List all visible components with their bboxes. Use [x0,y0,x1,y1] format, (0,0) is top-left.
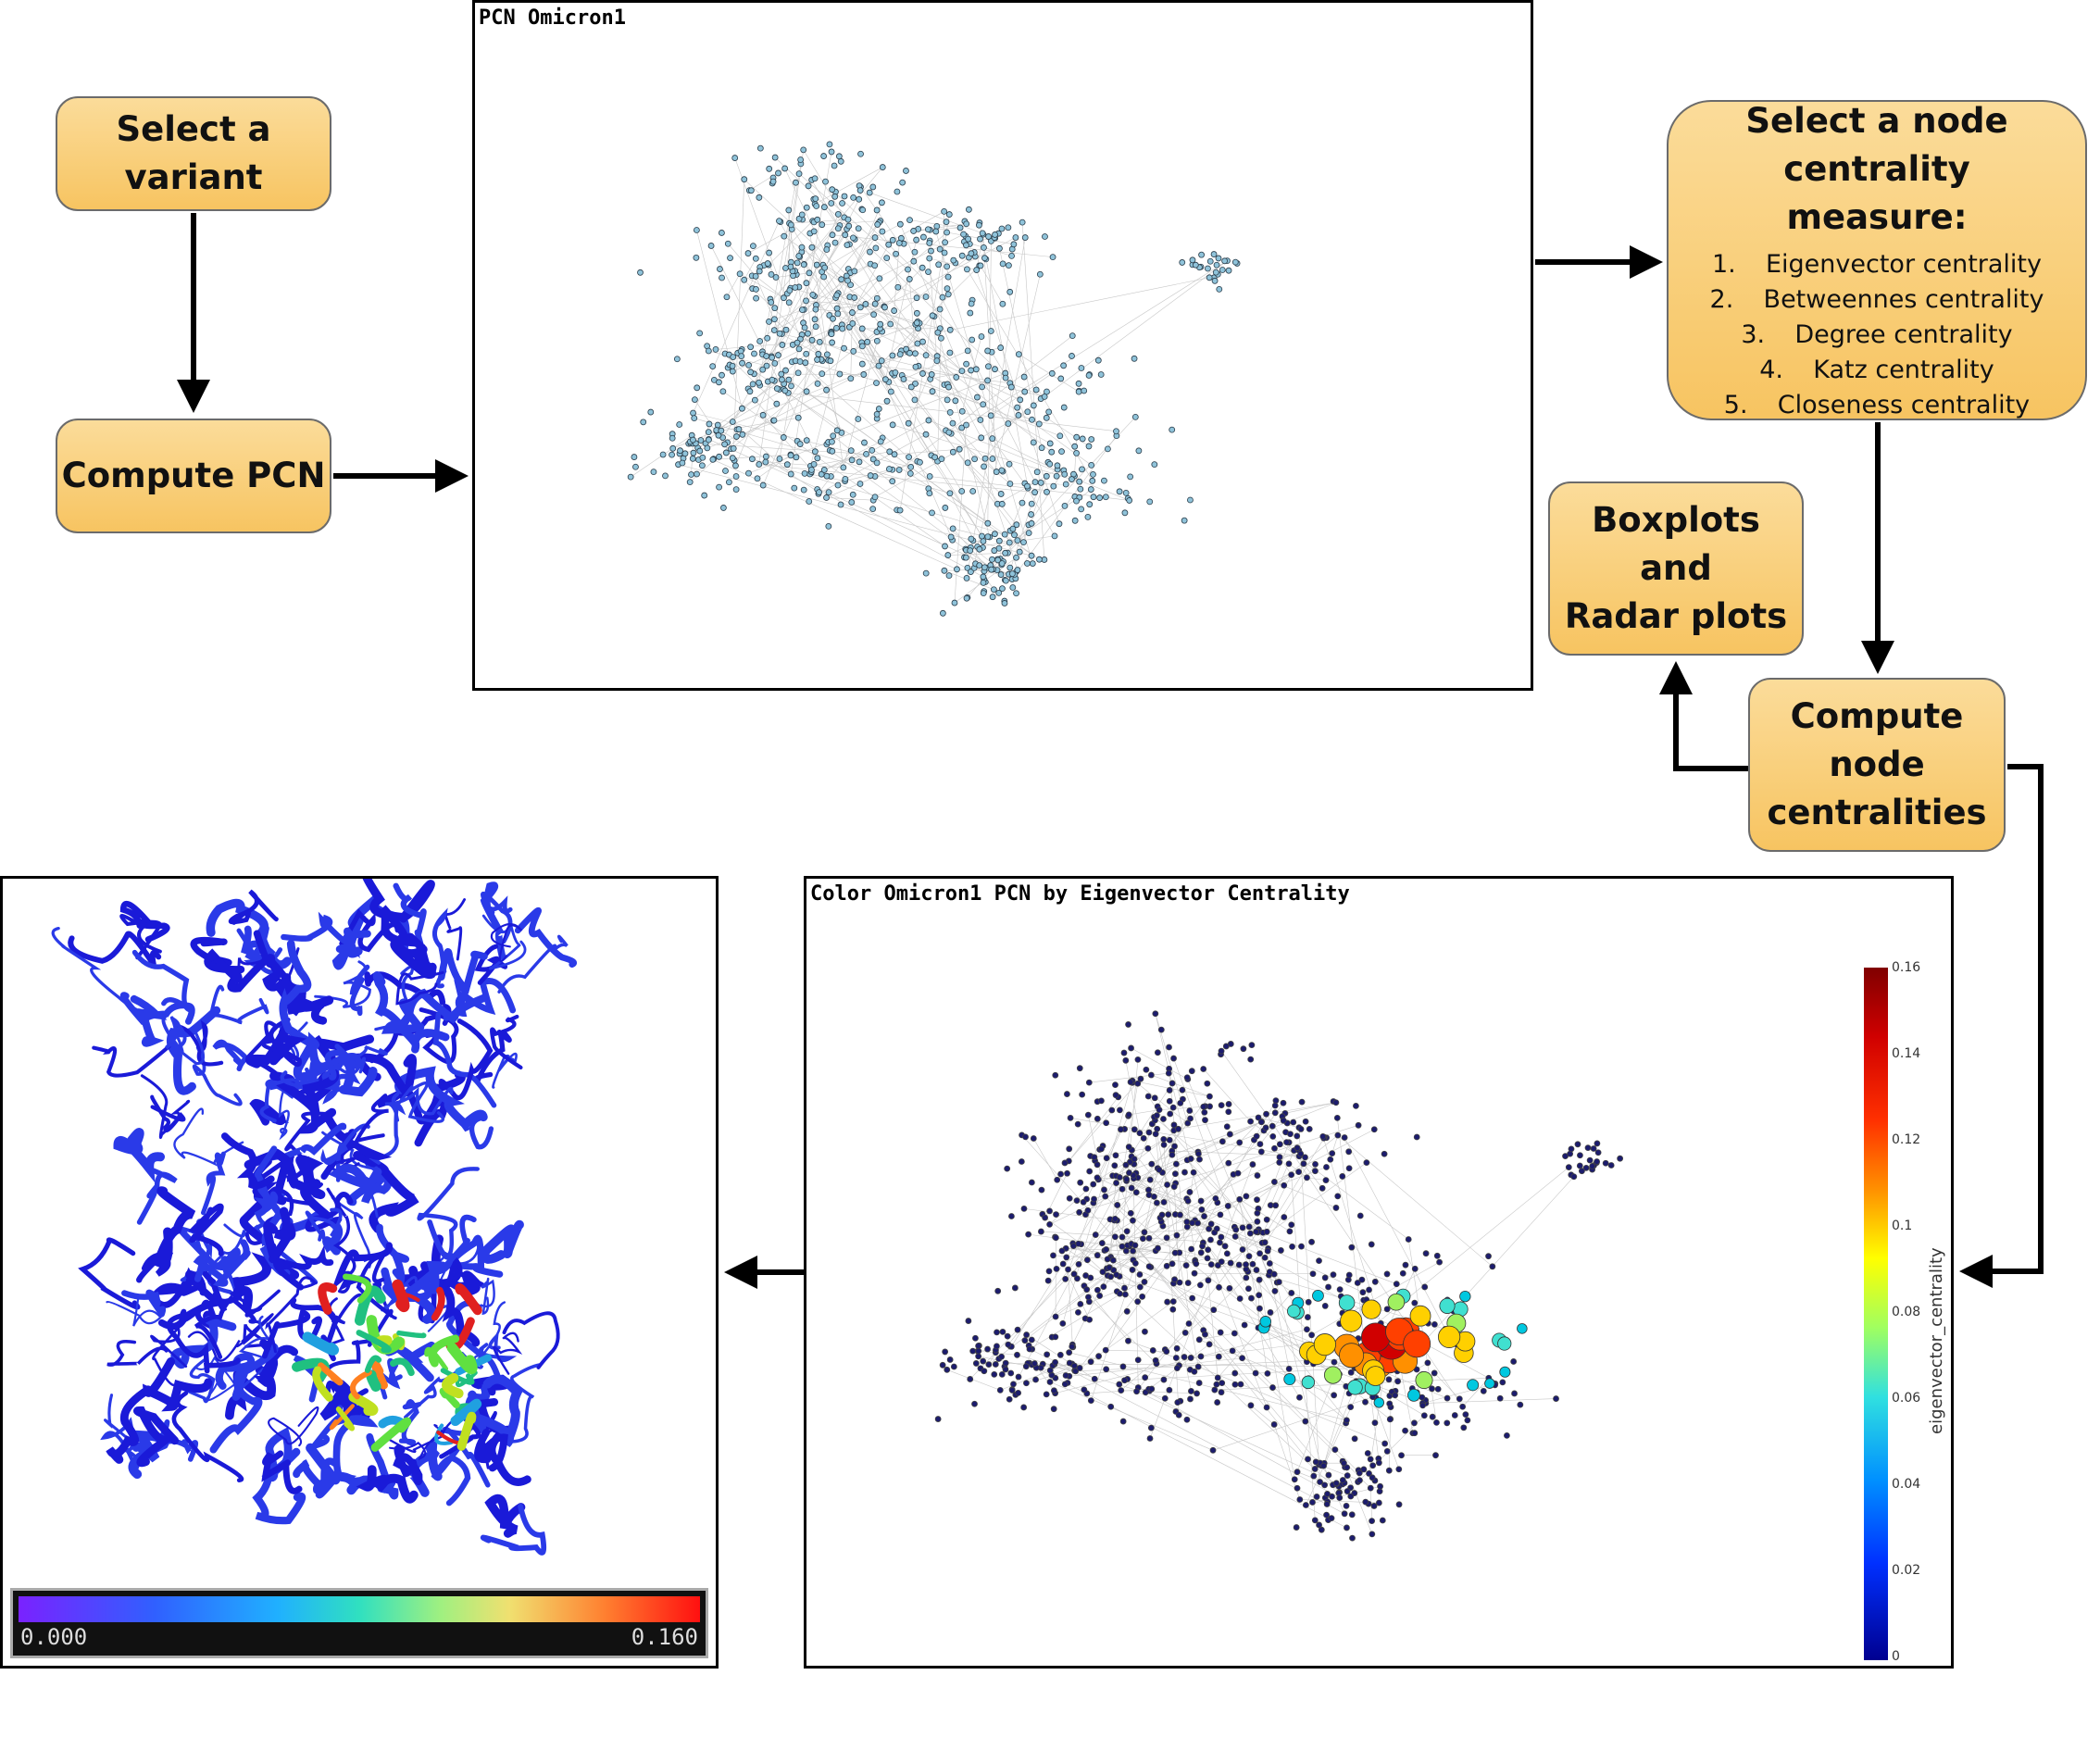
select-measure-box: Select a node centrality measure: 1. Eige… [1667,100,2087,420]
select-variant-label: Select a variant [116,109,271,197]
select-measure-title: Select a node centrality measure: [1745,101,2008,237]
boxplots-radar-box: Boxplots and Radar plots [1548,481,1804,656]
boxplots-radar-label: Boxplots and Radar plots [1564,500,1788,636]
protein-structure-panel: 0.000 0.160 [0,876,719,1669]
colorbar-tick: 0.04 [1892,1477,1921,1492]
colored-network-graph [934,1010,1624,1542]
compute-centralities-label: Compute node centralities [1767,696,1987,832]
pcn-network-panel: PCN Omicron1 [472,0,1533,691]
protein-color-scale: 0.000 0.160 [10,1588,708,1658]
measure-item: 4. Katz centrality [1759,356,1994,384]
compute-centralities-box: Compute node centralities [1748,678,2006,852]
compute-pcn-label: Compute PCN [61,456,326,495]
network-nodes [934,1010,1624,1542]
select-variant-box: Select a variant [56,96,331,211]
measure-list: 1. Eigenvector centrality 2. Betweennes ce… [1710,247,2044,423]
measure-item: 1. Eigenvector centrality [1711,250,2042,279]
network-nodes [627,141,1241,617]
colorbar-tick: 0.14 [1892,1046,1921,1061]
colorbar-tick: 0.08 [1892,1305,1921,1319]
protein-structure-image [51,879,578,1556]
colorbar-tick: 0.1 [1892,1219,1913,1233]
arrow-compute-to-colored [1959,764,2044,1288]
protein-scale-min: 0.000 [20,1624,88,1650]
colorbar-tick: 0.06 [1892,1391,1921,1406]
colorbar-tick: 0.16 [1892,960,1921,975]
colored-pcn-panel: Color Omicron1 PCN by Eigenvector Centra… [804,876,1954,1669]
high-centrality-nodes [1257,1288,1528,1408]
colorbar-tick: 0.12 [1892,1132,1921,1147]
protein-color-gradient [19,1596,700,1622]
colorbar-tick: 0 [1892,1649,1900,1664]
measure-item: 3. Degree centrality [1741,320,2013,349]
protein-ribbons [51,879,578,1556]
colorbar [1864,968,1888,1660]
protein-scale-max: 0.160 [631,1624,698,1650]
colored-panel-title: Color Omicron1 PCN by Eigenvector Centra… [810,882,1350,906]
compute-pcn-box: Compute PCN [56,419,331,533]
colorbar-tick: 0.02 [1892,1563,1921,1578]
measure-item: 5. Closeness centrality [1723,391,2031,419]
pcn-network-graph [627,141,1241,617]
arrow-compute-to-boxplots [1659,661,1748,771]
pcn-panel-title: PCN Omicron1 [479,6,626,30]
measure-item: 2. Betweennes centrality [1709,285,2044,314]
